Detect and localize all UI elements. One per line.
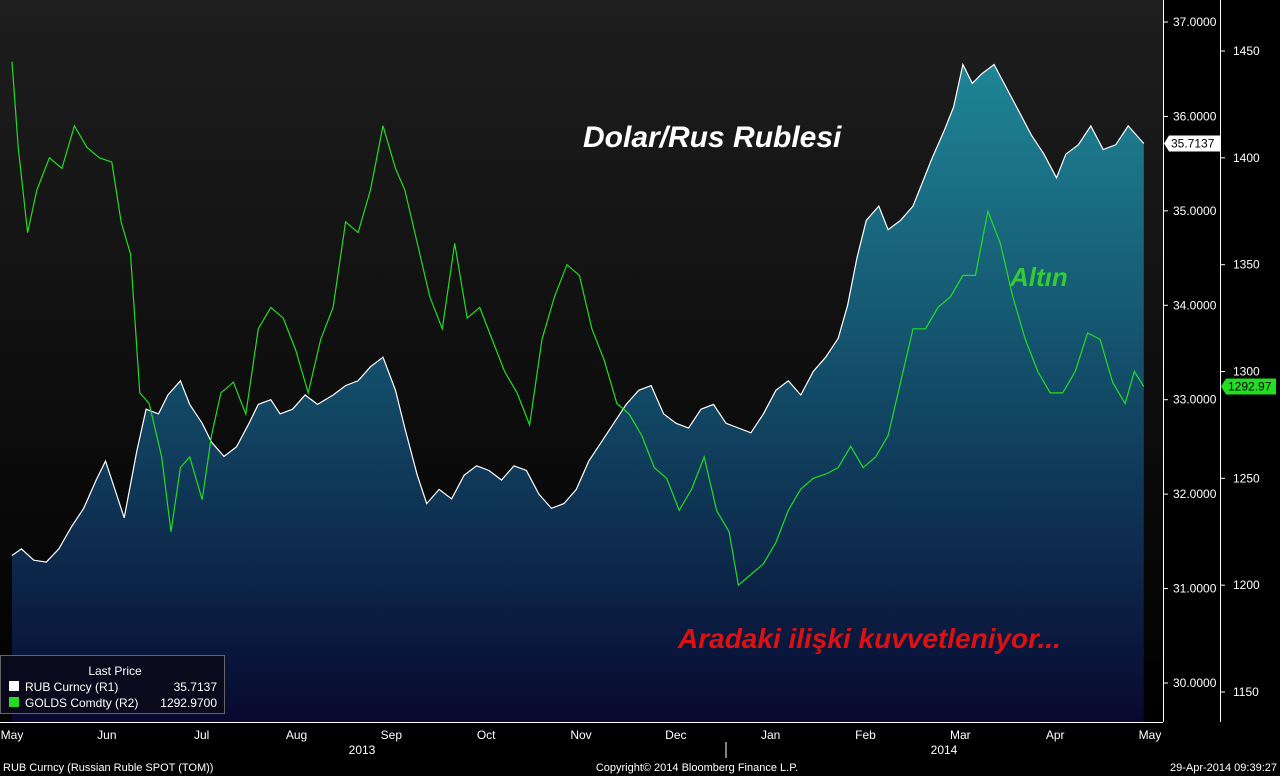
r1-tick-label: 35.0000 bbox=[1173, 204, 1217, 218]
legend-label-gold: GOLDS Comdty (R2) bbox=[25, 696, 138, 710]
x-tick-label: Feb bbox=[855, 728, 876, 742]
x-tick-label: Mar bbox=[950, 728, 971, 742]
x-tick-label: Apr bbox=[1046, 728, 1065, 742]
legend-title: Last Price bbox=[88, 664, 142, 678]
gold-line bbox=[11, 61, 1145, 587]
r1-tick-label: 33.0000 bbox=[1173, 393, 1217, 407]
footer-copyright: Copyright© 2014 Bloomberg Finance L.P. bbox=[596, 762, 798, 774]
x-tick-label: Jun bbox=[97, 728, 116, 742]
x-axis: May Jun Jul Aug Sep Oct Nov Dec Jan Feb Mar Apr May 2… bbox=[1, 728, 1162, 758]
r2-tick-label: 1350 bbox=[1233, 258, 1260, 272]
legend-box bbox=[0, 655, 225, 714]
r1-axis: 37.0000 36.0000 35.0000 34.0000 33.0000 32.00… bbox=[1163, 15, 1217, 690]
footer-ticker: RUB Curncy (Russian Ruble SPOT (TOM)) bbox=[3, 762, 213, 774]
x-tick-label: Jan bbox=[761, 728, 780, 742]
x-tick-label: Aug bbox=[286, 728, 307, 742]
r2-tick-label: 1400 bbox=[1233, 151, 1260, 165]
x-tick-label: May bbox=[1, 728, 24, 742]
legend-value-gold: 1292.9700 bbox=[160, 696, 217, 710]
legend-swatch-gold bbox=[9, 697, 19, 707]
footer-timestamp: 29-Apr-2014 09:39:27 bbox=[1170, 762, 1277, 774]
rub-line bbox=[11, 62, 1145, 563]
legend-swatch-rub bbox=[9, 681, 19, 691]
r2-axis: 1450 1400 1350 1300 1250 1200 1150 bbox=[1220, 44, 1260, 699]
r1-tick-label: 32.0000 bbox=[1173, 487, 1217, 501]
r1-tick-label: 36.0000 bbox=[1173, 109, 1217, 123]
gold-last-price-label: 1292.97 bbox=[1221, 378, 1276, 395]
r1-tick-label: 30.0000 bbox=[1173, 676, 1217, 690]
r2-tick-label: 1200 bbox=[1233, 578, 1260, 592]
r2-tick-label: 1450 bbox=[1233, 44, 1260, 58]
x-tick-label: Dec bbox=[665, 728, 686, 742]
rub-area bbox=[12, 64, 1144, 722]
legend: Last Price RUB Curncy (R1) 35.7137 GOLDS… bbox=[0, 655, 225, 714]
r2-tick-label: 1250 bbox=[1233, 471, 1260, 485]
annotation-relationship: Aradaki ilişki kuvvetleniyor... bbox=[677, 623, 1061, 654]
year-label: 2014 bbox=[931, 743, 958, 757]
x-tick-label: May bbox=[1139, 728, 1162, 742]
gold-last-price-text: 1292.97 bbox=[1228, 380, 1272, 394]
x-tick-label: Oct bbox=[477, 728, 496, 742]
annotation-rub: Dolar/Rus Rublesi bbox=[583, 121, 842, 154]
rub-last-price-label: 35.7137 bbox=[1164, 135, 1221, 152]
x-tick-label: Nov bbox=[570, 728, 591, 742]
legend-value-rub: 35.7137 bbox=[174, 680, 218, 694]
r1-tick-label: 34.0000 bbox=[1173, 298, 1217, 312]
x-tick-label: Sep bbox=[381, 728, 403, 742]
legend-label-rub: RUB Curncy (R1) bbox=[25, 680, 118, 694]
r2-tick-label: 1150 bbox=[1233, 685, 1259, 699]
annotation-gold: Altın bbox=[1009, 262, 1068, 292]
r1-tick-label: 31.0000 bbox=[1173, 582, 1217, 596]
r2-tick-label: 1300 bbox=[1233, 365, 1260, 379]
rub-last-price-text: 35.7137 bbox=[1171, 136, 1215, 150]
r1-tick-label: 37.0000 bbox=[1173, 15, 1217, 29]
x-tick-label: Jul bbox=[194, 728, 209, 742]
year-label: 2013 bbox=[349, 743, 376, 757]
